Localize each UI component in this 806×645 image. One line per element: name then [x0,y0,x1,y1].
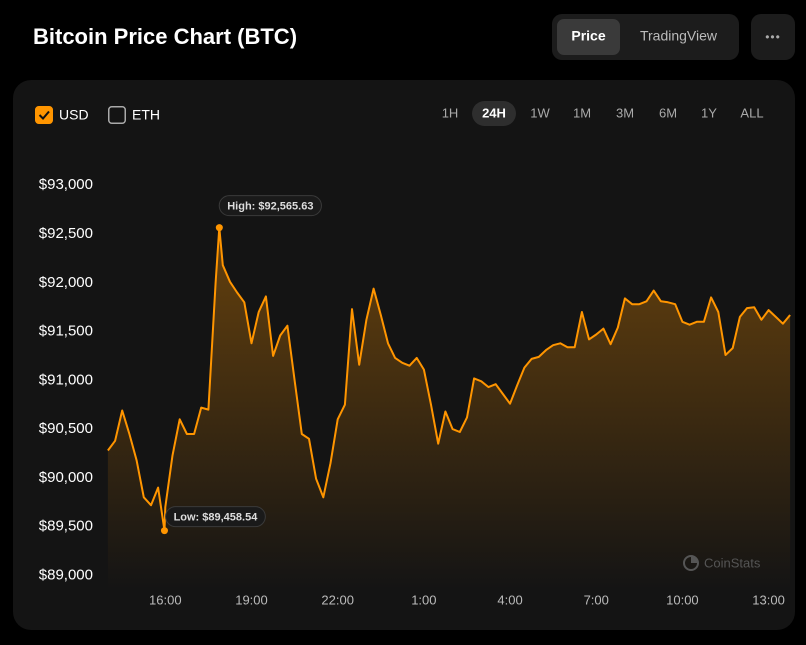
price-line [107,226,791,532]
high-marker [215,224,223,232]
x-tick-label: 13:00 [752,592,785,607]
range-button[interactable]: 1M [573,105,591,120]
menu-button[interactable] [751,14,795,60]
x-tick-label: 16:00 [149,592,182,607]
range-button[interactable]: 1H [442,105,459,120]
x-tick-label: 10:00 [666,592,699,607]
range-button[interactable]: 3M [616,105,634,120]
x-tick-label: 22:00 [321,592,354,607]
low-label-bg [165,506,266,528]
area [107,227,791,590]
watermark-icon-part [691,556,698,563]
tab[interactable]: TradingView [640,28,718,44]
range-button[interactable]: 6M [659,105,677,120]
x-tick-label: 19:00 [235,592,268,607]
range-button[interactable]: 24H [482,105,506,120]
x-tick-label: 1:00 [411,592,436,607]
y-tick-label: $93,000 [39,176,93,193]
range-button[interactable]: 1W [530,105,550,120]
y-tick-label: $90,000 [39,469,93,486]
x-tick-label: 4:00 [497,592,522,607]
y-tick-label: $89,000 [39,566,93,583]
y-tick-label: $91,000 [39,371,93,388]
high-label-bg [218,195,322,217]
tab-active-bg [557,19,620,55]
y-tick-label: $91,500 [39,323,93,340]
range-button[interactable]: 1Y [701,105,717,120]
tab[interactable]: Price [571,28,605,44]
plot: $89,000 $89,500 $90,000 $90,500 $91,000 $91,5… [39,176,791,607]
x-tick-label: 7:00 [584,592,609,607]
range-button[interactable]: ALL [740,105,763,120]
checkbox[interactable] [108,106,126,124]
y-tick-label: $92,000 [39,274,93,291]
page-title: Bitcoin Price Chart (BTC) [33,24,297,49]
checkbox-label[interactable]: USD [59,107,89,123]
low-label: Low: $89,458.54 [174,512,259,524]
y-tick-label: $90,500 [39,420,93,437]
high-label: High: $92,565.63 [227,201,313,213]
menu-dots[interactable]: ••• [765,30,781,44]
y-tick-label: $92,500 [39,225,93,242]
checkmark [38,110,50,120]
checkbox[interactable] [35,106,53,124]
ui-layer: Price TradingView USD ETH 1H 24H 1W 1M 3M 6M 1Y ALL [35,19,764,126]
range-active-bg [472,101,516,126]
checkbox-label[interactable]: ETH [132,107,160,123]
y-tick-label: $89,500 [39,518,93,535]
watermark: CoinStats [704,555,761,570]
low-marker [160,527,168,535]
